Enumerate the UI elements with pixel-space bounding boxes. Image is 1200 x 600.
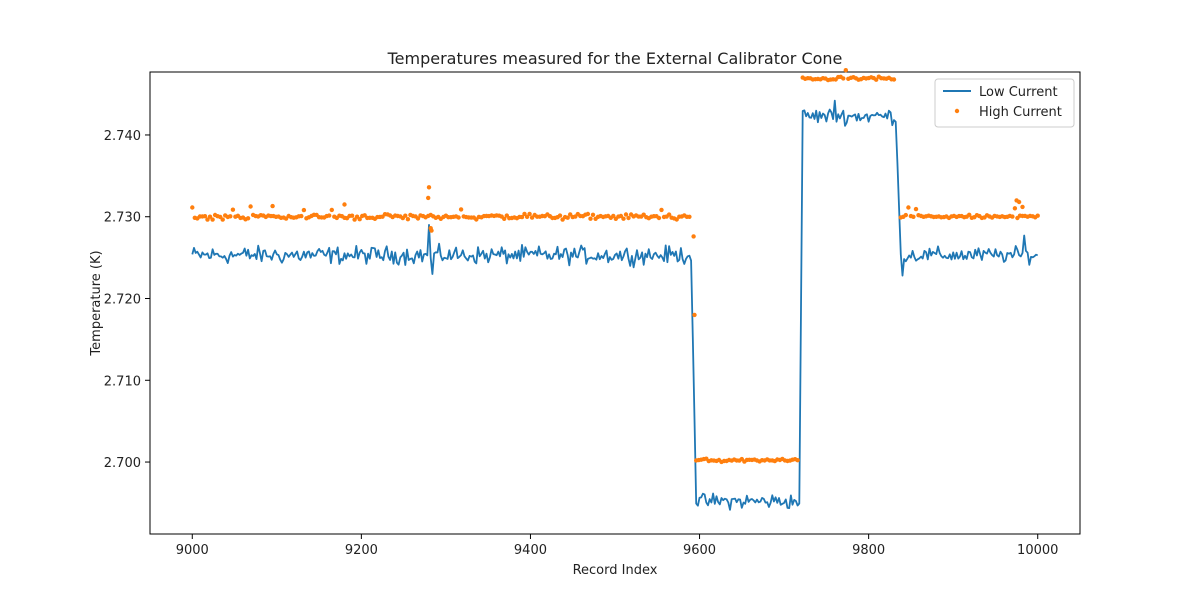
high-current-point (342, 202, 347, 207)
high-current-point (590, 212, 596, 217)
high-current-point (585, 211, 591, 217)
high-current-point (210, 217, 215, 222)
high-current-point (891, 77, 897, 82)
y-tick-label: 2.700 (104, 456, 141, 471)
high-current-point (1012, 206, 1018, 211)
high-current-point (623, 212, 629, 217)
high-current-point (352, 217, 357, 222)
x-tick-label: 9200 (345, 543, 378, 558)
x-tick-label: 9800 (852, 543, 885, 558)
x-tick-label: 10000 (1017, 543, 1058, 558)
x-tick-label: 9000 (176, 543, 209, 558)
high-current-point (522, 211, 527, 217)
high-current-point (527, 211, 532, 217)
high-current-point (611, 213, 616, 219)
y-tick-label: 2.710 (104, 374, 141, 389)
high-current-point (519, 214, 525, 220)
high-current-point (248, 204, 253, 209)
high-current-point (228, 214, 233, 219)
high-current-point (524, 214, 530, 219)
high-current-point (588, 216, 593, 221)
high-current-point (426, 185, 432, 190)
x-tick-label: 9600 (683, 543, 716, 558)
high-current-point (502, 216, 507, 221)
y-axis-ticks: 2.700 2.710 2.720 2.730 2.740 (104, 129, 150, 471)
plot-frame (149, 71, 1081, 535)
high-current-point (245, 216, 251, 221)
y-tick-label: 2.740 (104, 129, 141, 144)
high-current-point (1035, 213, 1040, 218)
high-current-point (429, 228, 434, 233)
series-layer (190, 68, 1040, 511)
high-current-point (621, 216, 626, 221)
high-current-point (659, 207, 664, 213)
high-current-point (329, 207, 334, 213)
high-current-point (903, 212, 908, 218)
high-current-point (692, 312, 697, 318)
high-current-point (220, 217, 225, 222)
high-current-point (190, 205, 195, 210)
y-tick-label: 2.730 (104, 211, 141, 226)
high-current-point (913, 206, 919, 212)
high-current-point (906, 205, 911, 210)
high-current-point (874, 77, 879, 82)
high-current-point (911, 214, 916, 219)
high-current-point (1020, 204, 1025, 210)
x-axis-ticks: 9000 9200 9400 9600 9800 10000 (176, 534, 1058, 558)
high-current-point (557, 213, 563, 218)
high-current-point (626, 215, 631, 221)
y-tick-label: 2.720 (104, 293, 141, 308)
high-current-point (795, 458, 800, 463)
high-current-point (202, 214, 208, 219)
high-current-point (687, 214, 692, 219)
legend-high-current-swatch (954, 108, 960, 114)
high-current-point (1016, 199, 1022, 205)
high-current-point (327, 213, 332, 218)
high-current-point (207, 214, 213, 219)
high-current-point (1010, 214, 1015, 219)
high-current-point (270, 203, 275, 209)
high-current-points (190, 68, 1040, 465)
high-current-point (841, 76, 846, 81)
legend: Low Current High Current (934, 78, 1075, 128)
high-current-point (691, 234, 696, 239)
high-current-point (403, 213, 408, 218)
high-current-point (843, 68, 848, 73)
x-tick-label: 9400 (514, 543, 547, 558)
chart-title: Temperatures measured for the External C… (387, 49, 843, 68)
high-current-point (357, 217, 362, 222)
plot-area (149, 71, 1081, 535)
high-current-point (415, 216, 421, 221)
high-current-point (656, 215, 662, 221)
high-current-point (674, 217, 679, 222)
high-current-point (299, 213, 304, 219)
x-axis-label: Record Index (573, 563, 658, 578)
high-current-point (458, 207, 464, 212)
high-current-point (301, 207, 307, 213)
high-current-point (405, 217, 411, 222)
y-axis-label: Temperature (K) (89, 250, 104, 356)
high-current-point (349, 213, 355, 218)
low-current-line (191, 99, 1038, 511)
high-current-point (426, 195, 431, 201)
high-current-point (205, 217, 210, 222)
high-current-point (666, 212, 672, 217)
high-current-point (967, 212, 972, 217)
high-current-point (456, 215, 461, 220)
legend-high-current-label: High Current (979, 105, 1062, 120)
high-current-point (565, 215, 570, 220)
legend-low-current-label: Low Current (979, 85, 1058, 100)
high-current-point (230, 207, 236, 212)
